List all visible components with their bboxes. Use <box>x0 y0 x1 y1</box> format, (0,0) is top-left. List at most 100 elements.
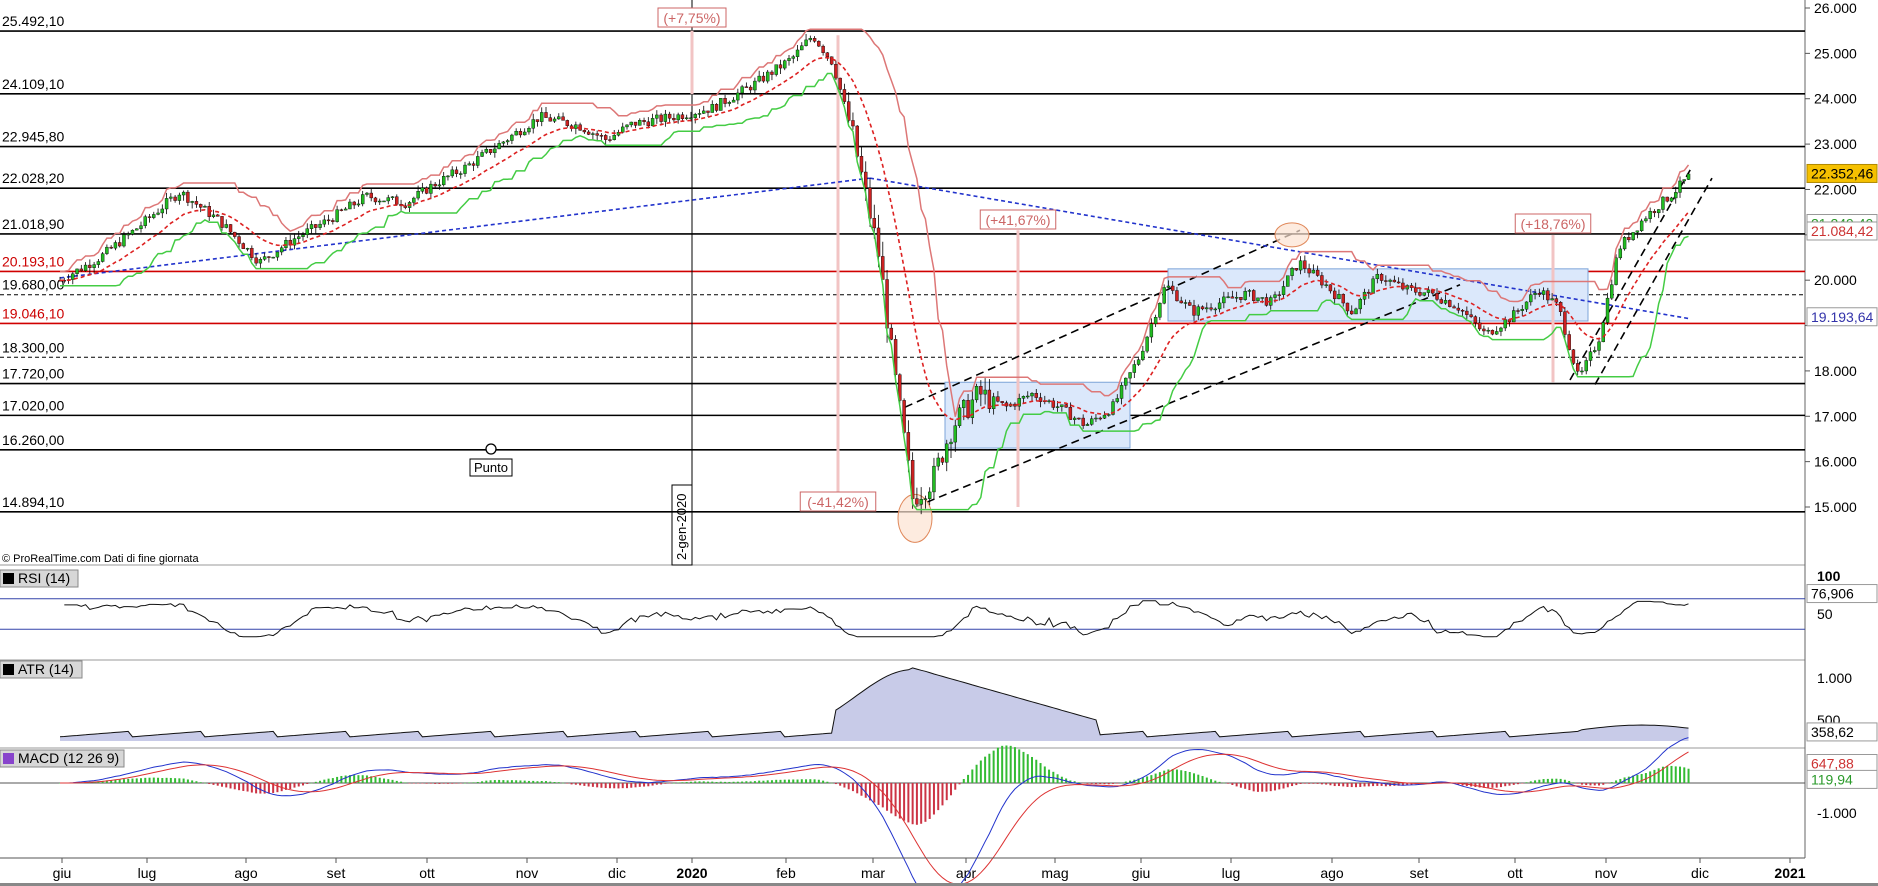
candle <box>1166 285 1171 288</box>
x-tick-label: ott <box>419 865 435 881</box>
rsi-legend-swatch <box>3 573 14 584</box>
x-tick-label: giu <box>1132 865 1151 881</box>
macd-histogram-bar <box>485 780 488 783</box>
macd-histogram-bar <box>1487 783 1490 788</box>
candle <box>714 104 719 111</box>
x-axis: giu lug ago set ott nov dic 2020 feb mar apr mag giu… <box>53 858 1806 881</box>
macd-histogram-bar <box>689 781 692 783</box>
candle <box>1575 363 1580 372</box>
candle <box>859 156 864 173</box>
candle <box>719 98 723 111</box>
macd-histogram-bar <box>370 776 373 783</box>
macd-histogram-bar <box>519 780 522 783</box>
macd-histogram-bar <box>464 782 467 784</box>
candle <box>420 187 425 192</box>
moving-average-line <box>60 56 1690 421</box>
candle <box>906 432 911 461</box>
bottom-scrollbar <box>0 883 1878 886</box>
candle <box>757 75 761 82</box>
macd-histogram-bar <box>1303 783 1306 784</box>
macd-histogram-bar <box>1517 783 1520 785</box>
macd-histogram-bar <box>1244 783 1247 789</box>
candle <box>1085 424 1090 426</box>
macd-histogram-bar <box>557 782 560 783</box>
candle <box>629 121 633 126</box>
macd-histogram-bar <box>783 779 786 783</box>
candle <box>1550 298 1554 301</box>
candle <box>1060 404 1064 407</box>
candle <box>92 264 96 268</box>
macd-histogram-bar <box>1320 783 1323 785</box>
candle <box>514 131 518 136</box>
candle <box>1614 257 1618 285</box>
macd-histogram-bar <box>574 783 577 785</box>
macd-histogram-bar <box>813 779 816 783</box>
macd-histogram-bar <box>1674 766 1677 783</box>
macd-histogram-bar <box>1261 783 1264 792</box>
macd-histogram-bar <box>169 777 172 783</box>
macd-histogram-bar <box>229 783 232 789</box>
candle <box>646 121 651 127</box>
candle <box>1081 417 1085 426</box>
macd-histogram-bar <box>1615 780 1618 783</box>
y-tick-label: 18.000 <box>1814 363 1857 379</box>
macd-histogram-bar <box>715 781 718 783</box>
candle <box>1226 296 1230 298</box>
macd-histogram-bar <box>1180 770 1183 783</box>
candle <box>297 236 301 239</box>
macd-histogram-bar <box>1222 782 1225 784</box>
candle <box>1286 275 1290 287</box>
macd-histogram-bar <box>233 783 236 790</box>
macd-histogram-bar <box>562 782 565 784</box>
candle <box>1260 297 1264 299</box>
macd-histogram-bar <box>1346 783 1349 787</box>
x-tick-label: nov <box>516 865 539 881</box>
macd-histogram-bar <box>915 783 918 825</box>
candle <box>467 163 471 166</box>
candle <box>1388 279 1392 282</box>
macd-histogram-bar <box>1158 772 1161 783</box>
macd-histogram-bar <box>195 781 198 783</box>
candle <box>1213 308 1218 311</box>
candle <box>1452 306 1456 309</box>
macd-histogram-bar <box>400 781 403 783</box>
macd-histogram-bar <box>1022 751 1025 783</box>
annotation-box <box>657 7 727 28</box>
macd-histogram-bar <box>1632 775 1635 783</box>
candle <box>181 191 186 196</box>
macd-histogram-bar <box>711 781 714 783</box>
candle <box>258 259 263 264</box>
macd-histogram-bar <box>1214 780 1217 783</box>
candle <box>412 197 416 203</box>
candle <box>898 374 902 401</box>
candle <box>1234 297 1239 299</box>
macd-histogram-bar <box>945 783 948 801</box>
macd-histogram-bar <box>975 764 978 783</box>
candle <box>326 219 331 222</box>
macd-histogram-bar <box>907 783 910 823</box>
macd-histogram-bar <box>493 780 496 783</box>
macd-histogram-bar <box>1576 783 1579 784</box>
macd-histogram-bar <box>532 780 535 783</box>
candle <box>663 113 668 122</box>
candle <box>305 228 309 236</box>
candle <box>1554 298 1559 303</box>
level-label: 24.109,10 <box>2 76 64 92</box>
macd-histogram-bar <box>1350 783 1353 788</box>
macd-histogram-bar <box>1580 783 1583 785</box>
candle <box>1341 294 1345 304</box>
candle <box>245 248 250 250</box>
candle <box>190 201 194 203</box>
candle <box>1311 269 1316 274</box>
atr-title: ATR (14) <box>18 661 74 677</box>
candle <box>1038 397 1043 402</box>
macd-histogram-bar <box>425 783 428 784</box>
macd-histogram-bar <box>1184 771 1187 783</box>
macd-histogram-bar <box>800 779 803 783</box>
candle <box>501 141 506 144</box>
candle <box>740 86 744 94</box>
macd-histogram-bar <box>1188 772 1191 783</box>
macd-histogram-bar <box>664 783 667 784</box>
